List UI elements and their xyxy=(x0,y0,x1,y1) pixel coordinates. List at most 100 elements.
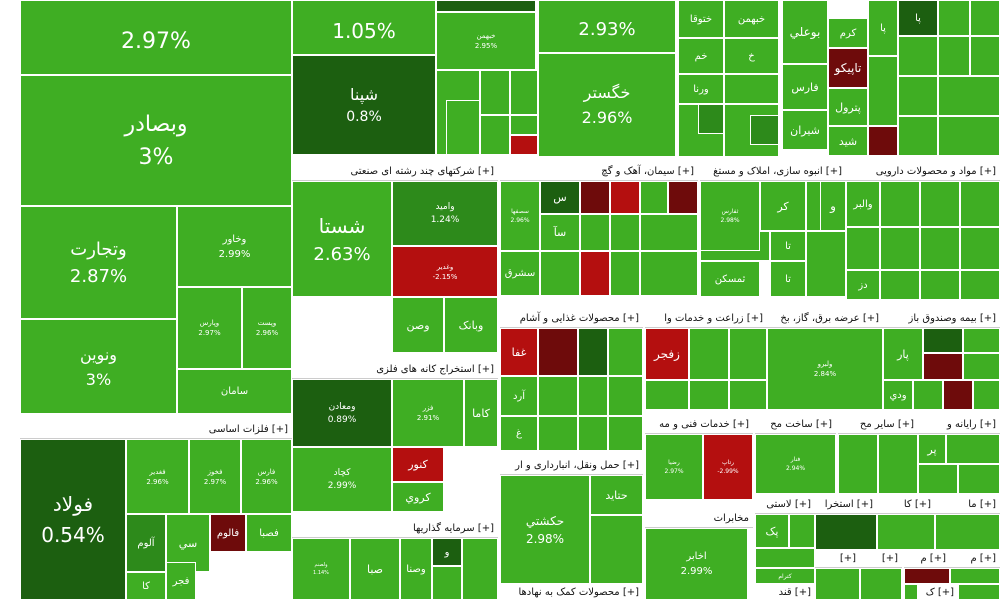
treemap-filler-tile[interactable] xyxy=(877,514,935,550)
treemap-tile[interactable]: کرم xyxy=(828,18,868,48)
treemap-filler-tile[interactable] xyxy=(913,380,943,410)
treemap-filler-tile[interactable] xyxy=(973,380,1000,410)
treemap-filler-tile[interactable] xyxy=(868,126,898,156)
treemap-filler-tile[interactable] xyxy=(640,251,698,296)
treemap-tile[interactable]: پر xyxy=(918,434,946,464)
treemap-tile[interactable]: آرد xyxy=(500,376,538,416)
treemap-filler-tile[interactable] xyxy=(806,231,846,297)
treemap-tile[interactable]: ختوقا xyxy=(678,0,724,38)
treemap-filler-tile[interactable] xyxy=(538,376,578,416)
treemap-filler-tile[interactable] xyxy=(923,328,963,353)
treemap-filler-tile[interactable] xyxy=(640,181,668,214)
treemap-tile[interactable]: صبا xyxy=(350,538,400,600)
treemap-tile[interactable]: سشرق xyxy=(500,251,540,296)
treemap-filler-tile[interactable] xyxy=(923,353,963,380)
treemap-filler-tile[interactable] xyxy=(970,0,1000,36)
sector-header[interactable]: [+] م xyxy=(950,550,1000,568)
treemap-tile[interactable]: پترول xyxy=(828,88,868,126)
sector-header[interactable]: [+] شرکتهای چند رشته ای صنعتی xyxy=(292,163,498,181)
treemap-tile[interactable]: و xyxy=(432,538,462,566)
treemap-tile[interactable]: رضيا 2.97% xyxy=(645,434,703,500)
sector-header[interactable]: [+] سرمایه گذاریها xyxy=(292,520,498,538)
treemap-filler-tile[interactable] xyxy=(510,70,538,115)
treemap-filler-tile[interactable] xyxy=(920,270,960,300)
treemap-filler-tile[interactable] xyxy=(878,434,918,494)
treemap-filler-tile[interactable] xyxy=(580,181,610,214)
treemap-tile[interactable]: سامان xyxy=(177,369,292,414)
treemap-tile[interactable]: فارس xyxy=(782,64,828,110)
sector-header[interactable]: [+] کا xyxy=(877,496,935,514)
treemap-tile[interactable]: بوعلي xyxy=(782,0,828,64)
sector-header[interactable]: [+] xyxy=(815,550,860,568)
treemap-tile[interactable]: وبصادر 3% xyxy=(20,75,292,206)
treemap-filler-tile[interactable] xyxy=(640,214,698,251)
treemap-filler-tile[interactable] xyxy=(935,514,1000,550)
sector-header[interactable]: [+] حمل ونقل، انبارداری و ار xyxy=(500,457,643,475)
treemap-filler-tile[interactable] xyxy=(480,70,510,115)
treemap-filler-tile[interactable] xyxy=(610,214,640,251)
treemap-tile[interactable]: شيران xyxy=(782,110,828,150)
treemap-tile[interactable]: وتجارت 2.87% xyxy=(20,206,177,319)
treemap-tile[interactable]: خبهمن 2.95% xyxy=(436,12,536,70)
treemap-tile[interactable]: پا xyxy=(898,0,938,36)
treemap-tile[interactable]: پا xyxy=(868,0,898,56)
treemap-tile[interactable]: سآ xyxy=(540,214,580,251)
treemap-tile[interactable]: دز xyxy=(846,270,880,300)
treemap-filler-tile[interactable] xyxy=(480,115,510,155)
treemap-filler-tile[interactable] xyxy=(436,0,536,12)
treemap-filler-tile[interactable] xyxy=(729,380,767,410)
treemap-tile[interactable]: کا xyxy=(126,572,166,600)
sector-header[interactable]: [+] انبوه سازی، املاک و مستغ xyxy=(700,163,846,181)
treemap-filler-tile[interactable] xyxy=(668,181,698,214)
sector-header[interactable]: [+] فلزات اساسی xyxy=(20,421,292,439)
treemap-tile[interactable]: تا xyxy=(770,231,806,261)
treemap-tile[interactable]: 2.93% xyxy=(538,0,676,53)
treemap-filler-tile[interactable] xyxy=(689,328,729,380)
treemap-filler-tile[interactable] xyxy=(578,376,608,416)
sector-header[interactable]: [+] عرضه برق، گاز، بخ xyxy=(767,310,883,328)
treemap-filler-tile[interactable] xyxy=(578,328,608,376)
treemap-filler-tile[interactable] xyxy=(880,270,920,300)
treemap-filler-tile[interactable] xyxy=(608,416,643,451)
treemap-tile[interactable]: وغدير -2.15% xyxy=(392,246,498,297)
treemap-filler-tile[interactable] xyxy=(580,214,610,251)
treemap-tile[interactable]: سصفها 2.96% xyxy=(500,181,540,251)
treemap-filler-tile[interactable] xyxy=(970,36,1000,76)
treemap-filler-tile[interactable] xyxy=(918,464,958,494)
treemap-tile[interactable]: کاما xyxy=(464,379,498,447)
sector-header[interactable]: [+] مواد و محصولات دارویی xyxy=(846,163,1000,181)
treemap-tile[interactable]: فصبا xyxy=(246,514,292,552)
treemap-tile[interactable]: ودي xyxy=(883,380,913,410)
treemap-tile[interactable]: کروي xyxy=(392,482,444,512)
treemap-filler-tile[interactable] xyxy=(510,115,538,135)
treemap-filler-tile[interactable] xyxy=(645,380,689,410)
treemap-tile[interactable]: فالوم xyxy=(210,514,246,552)
treemap-filler-tile[interactable] xyxy=(963,328,1000,353)
treemap-tile[interactable]: فزر 2.91% xyxy=(392,379,464,447)
sector-header[interactable]: [+] م xyxy=(904,550,950,568)
treemap-tile[interactable]: تاپيکو xyxy=(828,48,868,88)
treemap-filler-tile[interactable] xyxy=(789,514,815,548)
treemap-tile[interactable]: س xyxy=(540,181,580,214)
treemap-tile[interactable]: فنار 2.94% xyxy=(755,434,836,494)
sector-header[interactable]: [+] زراعت و خدمات وا xyxy=(645,310,767,328)
treemap-filler-tile[interactable] xyxy=(432,566,462,600)
treemap-tile[interactable]: 2.97% xyxy=(20,0,292,75)
treemap-tile[interactable]: 1.05% xyxy=(292,0,436,55)
treemap-tile[interactable]: ولبرو 2.84% xyxy=(767,328,883,410)
treemap-tile[interactable]: شيد xyxy=(828,126,868,156)
treemap-tile[interactable]: فجر xyxy=(166,562,196,600)
treemap-filler-tile[interactable] xyxy=(920,181,960,227)
sector-header[interactable]: [+] خدمات فنی و مه xyxy=(645,416,753,434)
sector-header[interactable]: [+] محصولات غذایی و آشام xyxy=(500,310,643,328)
treemap-tile[interactable]: وخاور 2.99% xyxy=(177,206,292,287)
treemap-filler-tile[interactable] xyxy=(610,181,640,214)
sector-header[interactable]: [+] ما xyxy=(935,496,1000,514)
treemap-filler-tile[interactable] xyxy=(960,270,1000,300)
sector-header[interactable]: [+] استخرا xyxy=(815,496,877,514)
sector-header[interactable]: [+] ک xyxy=(918,584,958,600)
treemap-filler-tile[interactable] xyxy=(938,36,970,76)
treemap-filler-tile[interactable] xyxy=(958,584,1000,600)
treemap-tile[interactable]: غفا xyxy=(500,328,538,376)
treemap-tile[interactable]: پک xyxy=(755,514,789,548)
